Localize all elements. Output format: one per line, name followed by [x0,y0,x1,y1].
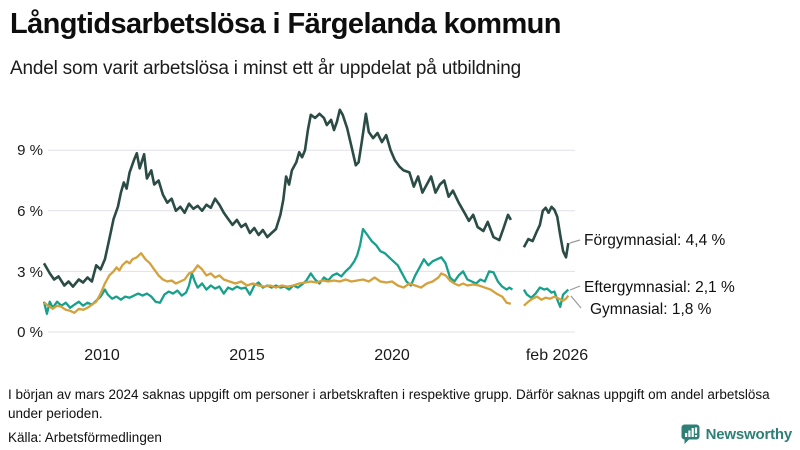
x-tick-label-2010: 2010 [84,347,120,364]
line-gymnasial-segment-1 [43,252,512,314]
series-label-forgymnasial: Förgymnasial: 4,4 % [584,232,725,249]
x-tick-label-2015: 2015 [229,347,265,364]
page-title: Långtidsarbetslösa i Färgelanda kommun [10,8,561,40]
y-tick-label-3: 3 % [17,264,43,281]
series-lines [42,108,570,315]
line-eftergymnasial-segment-2 [522,286,570,308]
x-tick-label-2020: 2020 [374,347,410,364]
connector-gymnasial [570,295,582,309]
x-tick-label-feb-2026: feb 2026 [526,347,588,364]
series-label-eftergymnasial: Eftergymnasial: 2,1 % [584,279,735,296]
gridlines [48,149,575,333]
newsworthy-icon [681,424,700,444]
line-eftergymnasial-segment-1 [42,227,514,315]
line-gymnasial-segment-2 [523,294,570,307]
y-tick-label-9: 9 % [17,142,43,159]
page-subtitle: Andel som varit arbetslösa i minst ett å… [10,58,522,79]
line-förgymnasial-segment-1 [42,108,513,288]
newsworthy-text: Newsworthy [705,426,793,443]
line-förgymnasial-segment-2 [522,205,570,259]
connector-eftergymnasial [569,285,581,291]
y-tick-label-0: 0 % [17,324,43,341]
connector-forgymnasial [569,239,581,244]
footnote: I början av mars 2024 saknas uppgift om … [8,387,770,421]
newsworthy-logo: Newsworthy [681,424,792,445]
source-label: Källa: Arbetsförmedlingen [8,430,162,445]
series-label-gymnasial: Gymnasial: 1,8 % [590,301,712,318]
y-tick-label-6: 6 % [17,203,43,220]
